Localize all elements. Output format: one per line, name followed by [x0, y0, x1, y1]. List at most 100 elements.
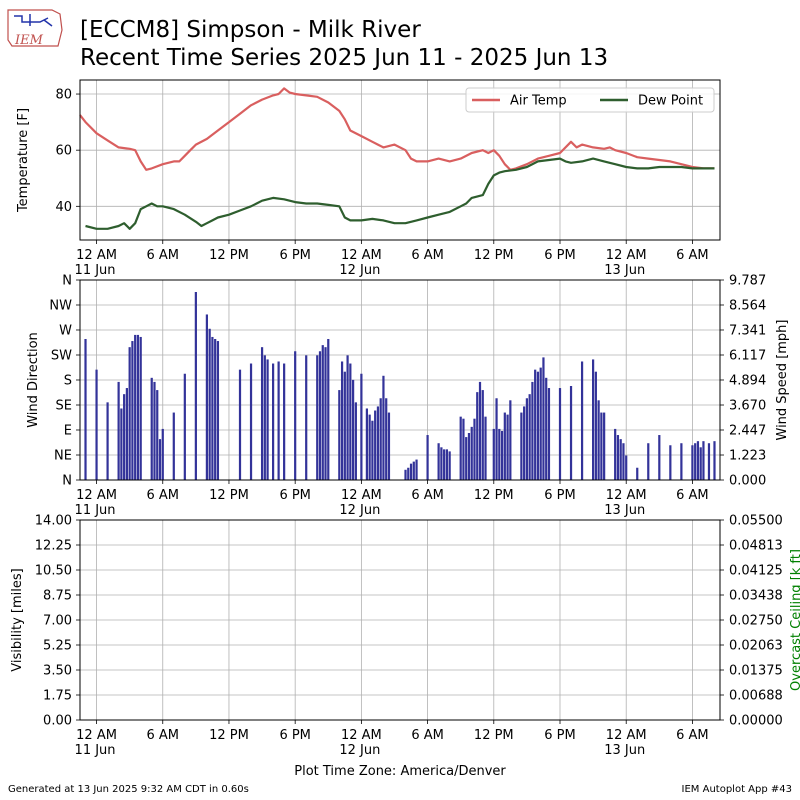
- wind-bar-9: [134, 334, 137, 480]
- wind-bar-17: [172, 412, 175, 480]
- wind-bar-66: [445, 449, 448, 480]
- wind-bar-36: [318, 351, 322, 480]
- wind-bar-31: [277, 361, 280, 480]
- wind-bar-3: [117, 381, 120, 480]
- wind-bar-87: [525, 398, 528, 480]
- wind-speed-tick-1: 1.223: [729, 449, 766, 464]
- wind-bar-24: [216, 341, 220, 480]
- temperature-xtick-label-6: 12 PM: [474, 248, 514, 263]
- wind-bar-40: [338, 390, 341, 480]
- wind-bar-57: [404, 469, 407, 480]
- iem-logo: IEM: [7, 9, 63, 48]
- visibility-tick-label-1: 1.75: [43, 689, 72, 704]
- temperature-xtick-label-5: 6 AM: [411, 248, 444, 263]
- dew-point-line: [85, 157, 715, 230]
- wind-bar-8: [131, 341, 134, 480]
- wind-bar-16: [161, 428, 164, 480]
- chart-title-line2: Recent Time Series 2025 Jun 11 - 2025 Ju…: [80, 45, 609, 71]
- wind-bar-52: [376, 406, 380, 480]
- wind-bar-51: [374, 410, 377, 480]
- air-temp-line: [79, 87, 715, 171]
- wind-bar-118: [702, 441, 705, 480]
- wind-bar-79: [495, 398, 498, 480]
- wind-xtick-label-8: 12 AM: [606, 488, 647, 503]
- wind-bar-81: [500, 430, 504, 480]
- wind-bar-41: [340, 361, 344, 480]
- wind-bar-32: [283, 363, 286, 480]
- temperature-legend: Air Temp Dew Point: [465, 87, 715, 113]
- wind-bar-65: [443, 449, 446, 480]
- visibility-xtick-label-9: 6 AM: [676, 728, 709, 743]
- ceiling-tick-label-6: 0.04125: [729, 564, 783, 579]
- temperature-axes-frame: [79, 79, 721, 241]
- wind-bar-10: [136, 334, 140, 480]
- wind-bar-30: [272, 363, 275, 480]
- temperature-xtick-label-0: 12 AM: [76, 248, 117, 263]
- wind-bar-109: [636, 467, 639, 480]
- legend-dew-point-label: Dew Point: [638, 94, 703, 109]
- wind-bar-98: [580, 361, 584, 480]
- wind-bar-34: [305, 355, 308, 480]
- ceiling-tick-label-0: 0.00000: [729, 714, 783, 729]
- wind-bar-83: [506, 414, 509, 480]
- wind-bar-112: [669, 445, 672, 480]
- visibility-tick-label-7: 12.25: [35, 539, 72, 554]
- temperature-ytick-label-1: 60: [55, 144, 72, 159]
- wind-bar-111: [658, 435, 661, 480]
- wind-xtick-label-2: 12 PM: [209, 488, 249, 503]
- wind-bar-76: [481, 390, 484, 480]
- ceiling-tick-label-3: 0.02063: [729, 639, 783, 654]
- wind-direction-tick-0: N: [62, 474, 72, 489]
- legend-air-temp-label: Air Temp: [510, 94, 567, 109]
- wind-bar-63: [437, 443, 440, 480]
- wind-bar-84: [509, 400, 512, 480]
- wind-bar-75: [478, 381, 482, 480]
- wind-bar-45: [352, 379, 355, 480]
- wind-speed-tick-4: 4.894: [729, 373, 766, 388]
- visibility-xtick-label-5: 6 AM: [411, 728, 444, 743]
- ceiling-tick-label-4: 0.02750: [729, 614, 783, 629]
- wind-xtick-date-4: 12 Jun: [339, 503, 380, 518]
- wind-bar-120: [713, 441, 716, 480]
- wind-bar-104: [614, 428, 617, 480]
- wind-direction-tick-5: SW: [51, 348, 72, 363]
- wind-bar-43: [346, 355, 349, 480]
- wind-bar-37: [321, 345, 324, 480]
- wind-bar-61: [415, 459, 418, 480]
- wind-bar-14: [156, 390, 159, 480]
- wind-direction-tick-2: E: [64, 423, 72, 438]
- visibility-tick-label-3: 5.25: [43, 639, 72, 654]
- wind-bar-44: [349, 363, 352, 480]
- visibility-grid: [80, 519, 720, 721]
- visibility-tick-label-8: 14.00: [35, 514, 72, 529]
- wind-bar-7: [128, 347, 131, 480]
- wind-bar-18: [183, 373, 186, 480]
- wind-bar-12: [150, 377, 153, 480]
- wind-xtick-label-4: 12 AM: [341, 488, 382, 503]
- temperature-xtick-date-8: 13 Jun: [604, 263, 645, 278]
- wind-bar-28: [263, 355, 266, 480]
- wind-bar-47: [360, 373, 363, 480]
- wind-bar-4: [120, 408, 123, 480]
- wind-bar-50: [371, 420, 374, 480]
- wind-bar-46: [354, 402, 357, 480]
- wind-bar-105: [616, 435, 620, 480]
- wind-bar-86: [523, 406, 526, 480]
- wind-bar-114: [691, 445, 694, 480]
- wind-bar-59: [409, 463, 413, 480]
- visibility-ylabel: Visibility [miles]: [10, 568, 25, 671]
- temperature-xtick-label-8: 12 AM: [606, 248, 647, 263]
- wind-bar-23: [214, 339, 217, 480]
- wind-bar-0: [84, 339, 87, 480]
- wind-bar-74: [476, 392, 479, 480]
- generated-footer: Generated at 13 Jun 2025 9:32 AM CDT in …: [8, 784, 249, 795]
- wind-speed-tick-8: 9.787: [729, 274, 766, 289]
- temperature-xtick-label-9: 6 AM: [676, 248, 709, 263]
- wind-speed-tick-5: 6.117: [729, 348, 766, 363]
- logo-text: IEM: [14, 33, 44, 48]
- wind-bar-117: [699, 447, 702, 480]
- wind-bar-5: [123, 394, 126, 480]
